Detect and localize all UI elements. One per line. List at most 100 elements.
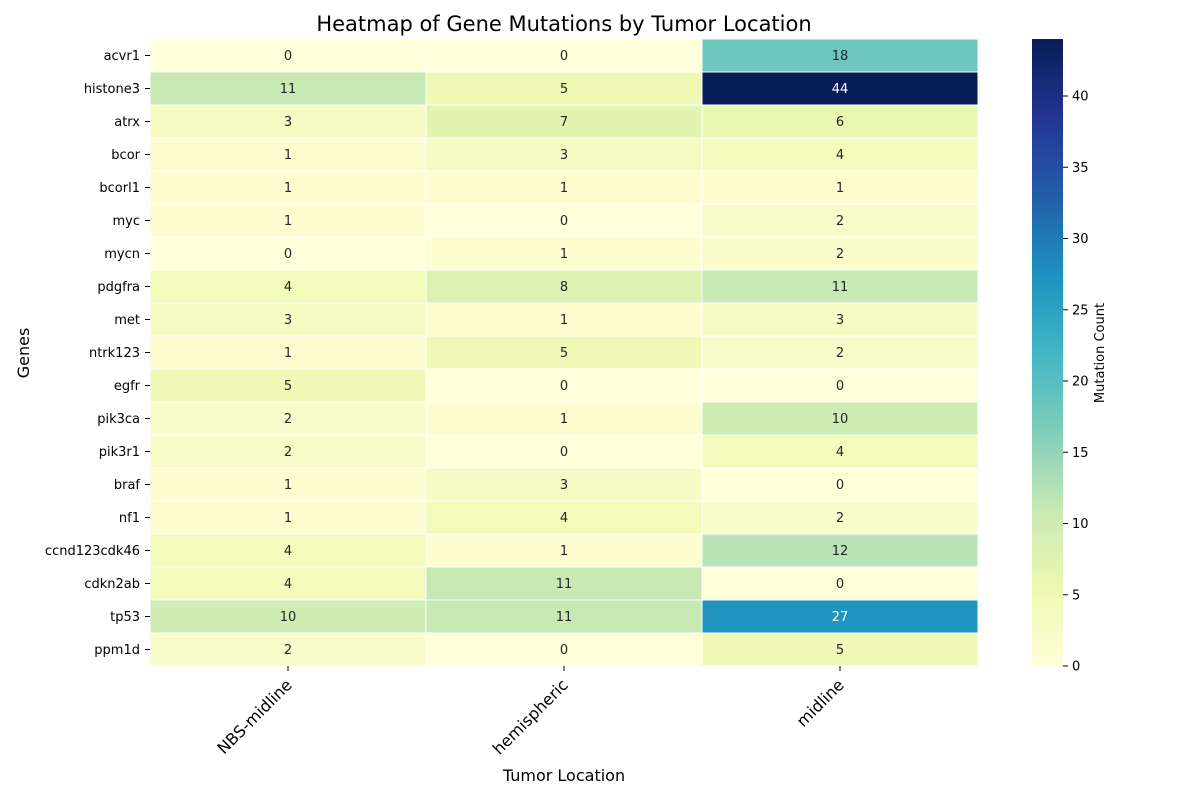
cell-value-label: 1 bbox=[560, 313, 568, 328]
colorbar-tick-label: 5 bbox=[1072, 588, 1080, 603]
heatmap-cell bbox=[701, 467, 979, 502]
cell-value-label: 3 bbox=[284, 313, 292, 328]
cell-value-label: 1 bbox=[284, 214, 292, 229]
heatmap-cell bbox=[149, 434, 427, 469]
heatmap-cell bbox=[425, 533, 703, 568]
cell-value-label: 5 bbox=[284, 379, 292, 394]
y-tick-label: tp53 bbox=[110, 610, 140, 625]
y-axis-label: Genes bbox=[14, 328, 33, 379]
heatmap-cell bbox=[149, 335, 427, 370]
heatmap-cell bbox=[701, 533, 979, 568]
cell-value-label: 0 bbox=[560, 214, 568, 229]
y-tick-label: atrx bbox=[114, 115, 140, 130]
cell-value-label: 10 bbox=[832, 412, 849, 427]
cell-value-label: 1 bbox=[560, 181, 568, 196]
heatmap-cell bbox=[425, 104, 703, 139]
chart-title: Heatmap of Gene Mutations by Tumor Locat… bbox=[316, 12, 811, 36]
cell-value-label: 0 bbox=[836, 379, 844, 394]
x-axis-label: Tumor Location bbox=[502, 766, 625, 785]
cell-value-label: 0 bbox=[560, 49, 568, 64]
cell-value-label: 0 bbox=[560, 445, 568, 460]
cell-value-label: 1 bbox=[560, 247, 568, 262]
heatmap-cell bbox=[149, 269, 427, 304]
cell-value-label: 4 bbox=[284, 544, 292, 559]
heatmap-cell bbox=[701, 566, 979, 601]
cell-value-label: 2 bbox=[284, 643, 292, 658]
heatmap-cell bbox=[701, 599, 979, 634]
cell-value-label: 3 bbox=[560, 148, 568, 163]
heatmap-cell bbox=[425, 236, 703, 271]
y-axis-ticks: acvr1 histone3 atrx bcor bcorl1 myc mycn pdgfra… bbox=[45, 49, 150, 658]
cell-value-label: 11 bbox=[556, 610, 573, 625]
cell-value-label: 2 bbox=[836, 511, 844, 526]
cell-value-label: 2 bbox=[836, 214, 844, 229]
cell-value-label: 3 bbox=[836, 313, 844, 328]
heatmap-cell bbox=[701, 368, 979, 403]
cell-value-label: 11 bbox=[556, 577, 573, 592]
colorbar-label: Mutation Count bbox=[1093, 303, 1108, 403]
cell-value-label: 18 bbox=[832, 49, 849, 64]
heatmap-cell bbox=[149, 632, 427, 667]
cell-value-label: 1 bbox=[284, 181, 292, 196]
cell-value-label: 1 bbox=[836, 181, 844, 196]
y-tick-label: pik3ca bbox=[97, 412, 140, 427]
heatmap-cell bbox=[149, 236, 427, 271]
heatmap-cell bbox=[149, 533, 427, 568]
cell-value-label: 0 bbox=[560, 643, 568, 658]
heatmap-cell bbox=[701, 302, 979, 337]
cell-value-label: 8 bbox=[560, 280, 568, 295]
y-tick-label: braf bbox=[114, 478, 141, 493]
cell-value-label: 2 bbox=[284, 445, 292, 460]
cell-value-label: 1 bbox=[560, 544, 568, 559]
y-tick-label: met bbox=[114, 313, 140, 328]
colorbar-gradient bbox=[1032, 39, 1063, 666]
heatmap-cell bbox=[425, 599, 703, 634]
y-tick-label: ccnd123cdk46 bbox=[45, 544, 140, 559]
y-tick-label: ntrk123 bbox=[89, 346, 140, 361]
cell-value-label: 0 bbox=[560, 379, 568, 394]
x-axis-ticks: NBS-midline hemispheric midline bbox=[213, 666, 848, 758]
cell-value-label: 4 bbox=[836, 445, 844, 460]
colorbar-tick-label: 35 bbox=[1072, 161, 1089, 176]
colorbar-tick-label: 30 bbox=[1072, 232, 1089, 247]
cell-value-label: 1 bbox=[284, 478, 292, 493]
colorbar-tick-label: 0 bbox=[1072, 660, 1080, 675]
heatmap-cell bbox=[149, 38, 427, 73]
cell-value-label: 0 bbox=[284, 49, 292, 64]
cell-value-label: 1 bbox=[284, 511, 292, 526]
heatmap-cell bbox=[425, 632, 703, 667]
y-tick-label: pdgfra bbox=[97, 280, 140, 295]
colorbar-tick-label: 10 bbox=[1072, 517, 1089, 532]
cell-value-label: 5 bbox=[560, 346, 568, 361]
cell-value-label: 11 bbox=[280, 82, 297, 97]
heatmap-cell bbox=[425, 566, 703, 601]
cell-value-label: 10 bbox=[280, 610, 297, 625]
heatmap-cell bbox=[425, 38, 703, 73]
heatmap-cell bbox=[425, 203, 703, 238]
heatmap-cell bbox=[425, 269, 703, 304]
colorbar: 0 5 10 15 20 25 30 35 40 bbox=[1032, 39, 1089, 675]
colorbar-tick-label: 40 bbox=[1072, 90, 1089, 105]
heatmap-cell bbox=[701, 38, 979, 73]
y-tick-label: cdkn2ab bbox=[84, 577, 140, 592]
heatmap-cell bbox=[701, 434, 979, 469]
cell-value-label: 2 bbox=[836, 346, 844, 361]
colorbar-tick-label: 25 bbox=[1072, 303, 1089, 318]
cell-value-label: 4 bbox=[284, 280, 292, 295]
heatmap-cell bbox=[701, 236, 979, 271]
cell-value-label: 5 bbox=[560, 82, 568, 97]
cell-value-label: 7 bbox=[560, 115, 568, 130]
colorbar-tick-label: 20 bbox=[1072, 375, 1089, 390]
y-tick-label: nf1 bbox=[119, 511, 140, 526]
y-tick-label: pik3r1 bbox=[99, 445, 140, 460]
cell-value-label: 1 bbox=[284, 346, 292, 361]
heatmap-cell bbox=[701, 500, 979, 535]
cell-value-label: 44 bbox=[832, 82, 849, 97]
x-tick-label: NBS-midline bbox=[213, 675, 295, 757]
y-tick-label: bcor bbox=[111, 148, 140, 163]
y-tick-label: myc bbox=[112, 214, 140, 229]
x-tick-label: hemispheric bbox=[489, 675, 572, 758]
cell-value-label: 0 bbox=[836, 478, 844, 493]
